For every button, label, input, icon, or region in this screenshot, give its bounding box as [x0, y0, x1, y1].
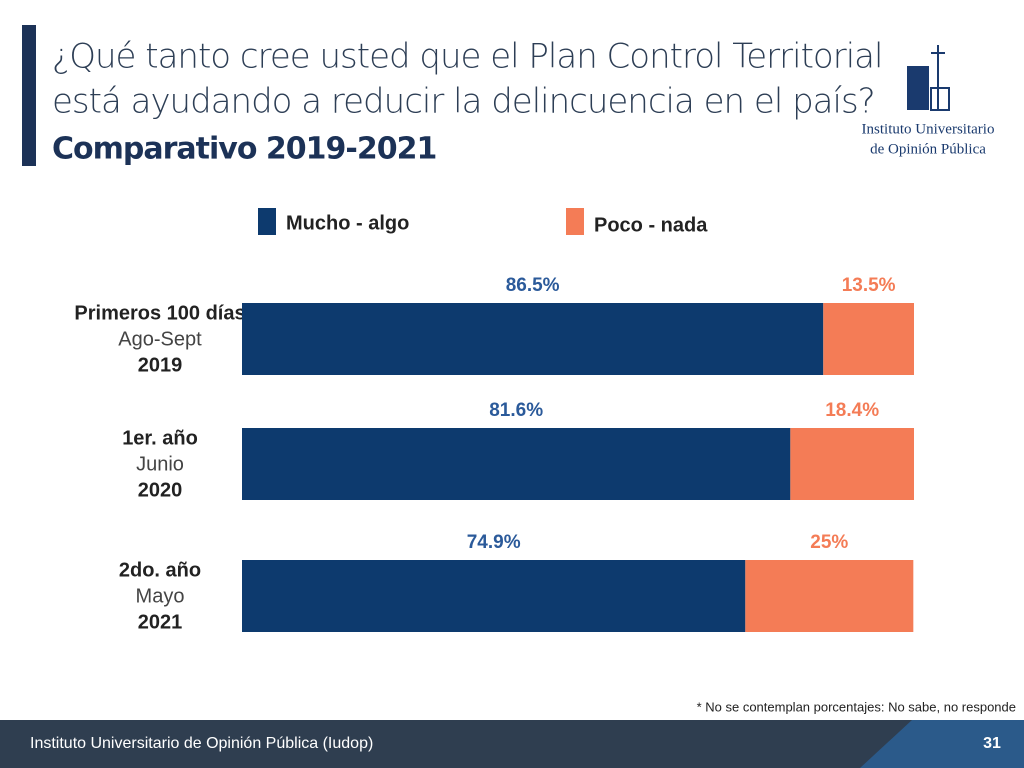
category-label: Ago-Sept: [118, 328, 202, 350]
legend-swatch: [566, 208, 584, 235]
bar-segment: [242, 560, 746, 632]
title-line: está ayudando a reducir la delincuencia …: [52, 82, 875, 122]
footer-text: Instituto Universitario de Opinión Públi…: [30, 735, 373, 752]
category-label: Mayo: [136, 585, 185, 607]
category-label: 1er. año: [122, 427, 198, 449]
value-label: 86.5%: [506, 275, 560, 296]
value-label: 18.4%: [825, 400, 879, 421]
footer-bar: [0, 720, 1024, 768]
logo: [907, 45, 950, 111]
footer-accent: [860, 720, 1024, 768]
bar-segment: [242, 428, 791, 500]
page-number: 31: [983, 735, 1001, 752]
bar-segment: [242, 303, 824, 375]
accent-bar: [22, 25, 36, 166]
category-label: 2021: [138, 611, 183, 633]
value-label: 74.9%: [467, 532, 521, 553]
legend-label: Mucho - algo: [286, 212, 409, 234]
category-label: 2do. año: [119, 559, 201, 581]
category-label: 2019: [138, 354, 183, 376]
footnote: * No se contemplan porcentajes: No sabe,…: [697, 699, 1016, 714]
category-label: Primeros 100 días: [74, 302, 245, 324]
value-label: 13.5%: [842, 275, 896, 296]
logo-text: Instituto Universitario: [862, 121, 995, 137]
bar-segment: [790, 428, 914, 500]
bar-segment: [745, 560, 914, 632]
title-line: ¿Qué tanto cree usted que el Plan Contro…: [52, 37, 882, 77]
value-label: 81.6%: [489, 400, 543, 421]
category-label: Junio: [136, 453, 184, 475]
subtitle: Comparativo 2019-2021: [52, 132, 436, 167]
legend-swatch: [258, 208, 276, 235]
bar-segment: [823, 303, 914, 375]
legend-label: Poco - nada: [594, 214, 708, 236]
value-label: 25%: [810, 532, 848, 553]
category-label: 2020: [138, 479, 183, 501]
logo-text: de Opinión Pública: [870, 141, 986, 157]
